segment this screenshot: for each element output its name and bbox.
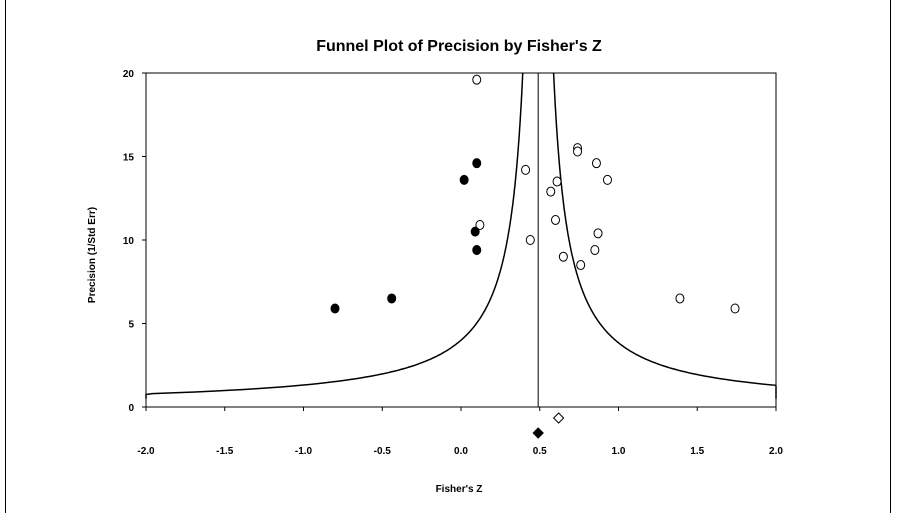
observed-study-point <box>475 219 485 230</box>
observed-study-point <box>602 174 612 185</box>
x-tick-label: 2.0 <box>769 446 783 457</box>
observed-study-point <box>573 146 583 157</box>
y-axis-ticks: 0 5 10 15 20 <box>123 69 146 414</box>
observed-study-point <box>591 158 601 169</box>
observed-summary-diamond <box>552 412 565 424</box>
chart-frame <box>5 0 891 513</box>
y-tick-label: 10 <box>123 236 135 247</box>
x-tick-label: 1.0 <box>612 446 626 457</box>
observed-study-point <box>551 214 560 225</box>
y-axis-label: Precision (1/Std Err) <box>87 207 98 303</box>
x-axis-ticks: -2.0 -1.5 -1.0 -0.5 0.0 0.5 1.0 1.5 2.0 <box>137 407 783 457</box>
plot-border <box>145 72 777 408</box>
observed-study-point <box>590 245 600 256</box>
adjusted-summary-diamond <box>532 427 544 439</box>
observed-study-point <box>593 228 603 239</box>
y-tick-label: 15 <box>123 153 135 164</box>
observed-study-point <box>576 260 586 271</box>
data-points <box>330 74 740 314</box>
observed-study-point <box>552 176 562 187</box>
imputed-study-point <box>472 245 482 256</box>
x-axis-label: Fisher's Z <box>436 484 483 495</box>
chart-title: Funnel Plot of Precision by Fisher's Z <box>316 38 602 55</box>
x-tick-label: -1.5 <box>216 446 234 457</box>
imputed-study-point <box>470 226 480 237</box>
x-tick-label: -0.5 <box>374 446 392 457</box>
x-tick-label: 1.5 <box>690 446 704 457</box>
y-tick-label: 20 <box>123 69 135 80</box>
y-tick-label: 5 <box>128 320 134 331</box>
x-tick-label: -2.0 <box>137 446 155 457</box>
imputed-study-point <box>330 303 340 314</box>
observed-study-point <box>525 235 535 245</box>
y-tick-label: 0 <box>128 403 134 414</box>
observed-study-point <box>558 251 568 262</box>
summary-diamonds <box>532 412 565 439</box>
funnel-curve-right <box>552 73 777 399</box>
observed-study-point <box>472 74 482 85</box>
x-tick-label: 0.0 <box>454 446 468 457</box>
imputed-study-point <box>459 174 469 185</box>
x-tick-label: -1.0 <box>295 446 313 457</box>
x-tick-label: 0.5 <box>533 446 547 457</box>
imputed-study-point <box>472 158 482 169</box>
observed-study-point <box>521 164 531 175</box>
observed-study-point <box>675 293 685 304</box>
observed-study-point <box>546 186 556 197</box>
imputed-study-point <box>387 293 397 304</box>
plot-area <box>145 72 777 408</box>
funnel-curve-left <box>145 73 524 399</box>
observed-study-point <box>730 303 740 314</box>
